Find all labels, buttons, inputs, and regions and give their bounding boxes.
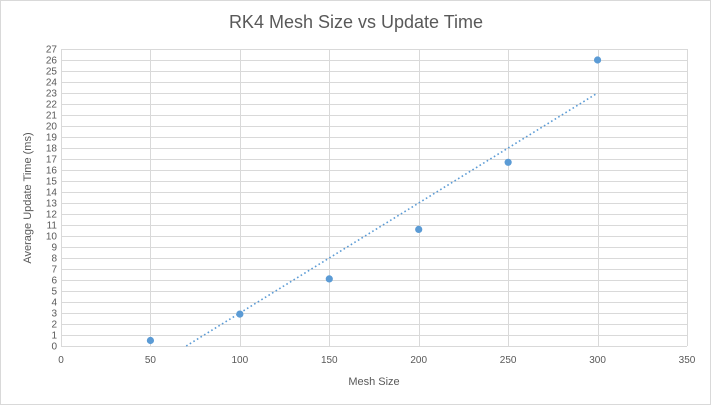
data-point (415, 225, 423, 233)
y-tick-label: 14 (46, 188, 58, 199)
data-points (146, 56, 602, 345)
y-tick-label: 6 (51, 276, 57, 287)
gridlines (61, 49, 688, 346)
axes (61, 49, 687, 347)
tick-labels: 0123456789101112131415161718192021222324… (46, 45, 696, 367)
y-axis-label: Average Update Time (ms) (22, 132, 34, 263)
x-tick-label: 200 (410, 355, 427, 366)
x-tick-label: 150 (321, 355, 338, 366)
data-point (236, 310, 244, 318)
x-tick-label: 300 (589, 355, 606, 366)
y-tick-label: 13 (46, 199, 58, 210)
y-tick-label: 26 (46, 56, 58, 67)
y-tick-label: 2 (51, 320, 57, 331)
y-tick-label: 7 (51, 265, 57, 276)
x-tick-label: 250 (500, 355, 517, 366)
x-tick-label: 350 (679, 355, 696, 366)
y-tick-label: 19 (46, 133, 58, 144)
linear-trendline (185, 92, 598, 347)
y-tick-label: 20 (46, 122, 58, 133)
data-point (504, 158, 512, 166)
y-tick-label: 0 (51, 342, 57, 353)
y-tick-label: 18 (46, 144, 58, 155)
x-tick-label: 100 (232, 355, 249, 366)
data-point (325, 275, 333, 283)
y-tick-label: 17 (46, 155, 58, 166)
y-tick-label: 12 (46, 210, 58, 221)
y-tick-label: 22 (46, 100, 58, 111)
y-tick-label: 23 (46, 89, 58, 100)
data-point (593, 56, 602, 64)
y-tick-label: 11 (47, 221, 58, 232)
chart-title: RK4 Mesh Size vs Update Time (229, 12, 483, 32)
y-tick-label: 10 (46, 232, 58, 243)
data-point (146, 336, 155, 345)
y-tick-label: 5 (51, 287, 57, 298)
x-axis-label: Mesh Size (348, 376, 399, 388)
y-tick-label: 15 (46, 177, 58, 188)
y-tick-label: 16 (46, 166, 58, 177)
x-tick-label: 0 (58, 355, 64, 366)
y-tick-label: 1 (51, 331, 57, 342)
x-tick-label: 50 (145, 355, 157, 366)
y-tick-label: 21 (46, 111, 58, 122)
y-tick-label: 8 (51, 254, 57, 265)
y-tick-label: 24 (46, 78, 58, 89)
trendline-group (185, 92, 598, 347)
y-tick-label: 9 (51, 243, 57, 254)
y-tick-label: 3 (51, 309, 57, 320)
y-tick-label: 4 (51, 298, 57, 309)
y-tick-label: 27 (46, 45, 58, 56)
y-tick-label: 25 (46, 67, 58, 78)
